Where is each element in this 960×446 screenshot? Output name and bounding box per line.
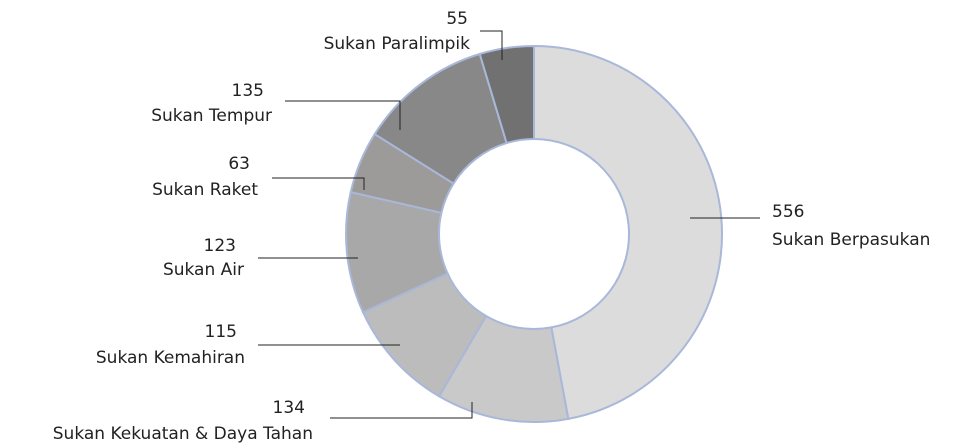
category-label: Sukan Tempur (151, 106, 272, 126)
category-label: Sukan Kekuatan & Daya Tahan (53, 424, 313, 444)
data-label: 115 (205, 322, 237, 342)
category-label: Sukan Berpasukan (772, 230, 930, 250)
category-label: Sukan Paralimpik (324, 34, 471, 54)
data-label: 123 (204, 236, 236, 256)
category-label: Sukan Raket (152, 180, 258, 200)
data-label: 556 (772, 202, 804, 222)
donut-slice (478, 44, 535, 145)
data-label: 134 (273, 398, 305, 418)
leader-line (285, 100, 401, 130)
data-label: 55 (446, 9, 468, 29)
donut-slice (533, 44, 723, 421)
leader-line (480, 30, 503, 60)
leader-line (330, 402, 473, 419)
data-label: 135 (232, 81, 264, 101)
category-label: Sukan Air (163, 260, 244, 280)
leader-line (272, 177, 365, 190)
data-label: 63 (228, 154, 250, 174)
category-label: Sukan Kemahiran (96, 348, 245, 368)
